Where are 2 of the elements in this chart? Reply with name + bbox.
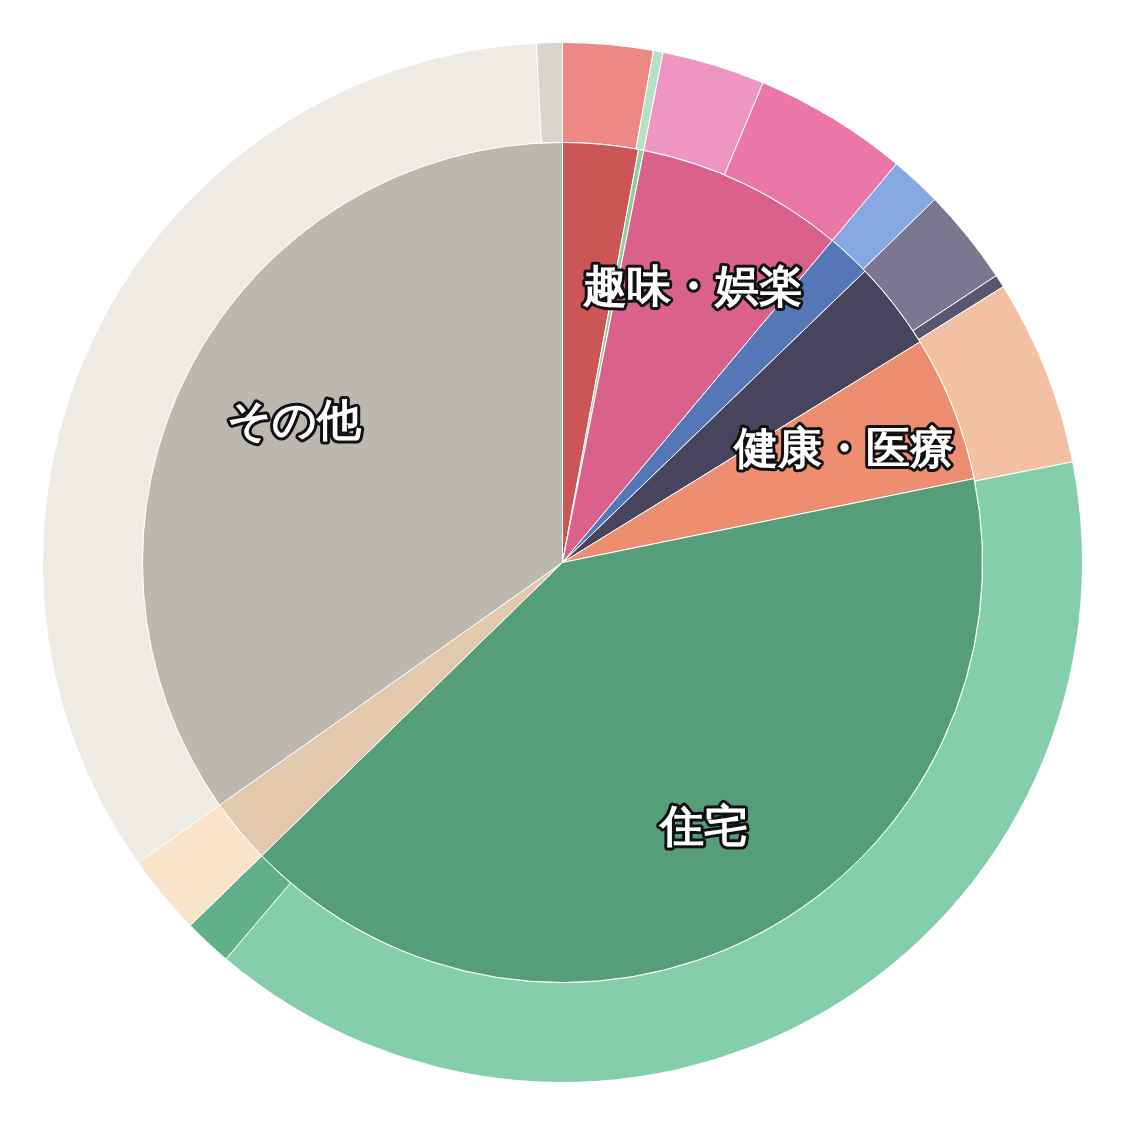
- slice-label: その他: [226, 393, 362, 445]
- slice-label: 住宅: [658, 800, 748, 852]
